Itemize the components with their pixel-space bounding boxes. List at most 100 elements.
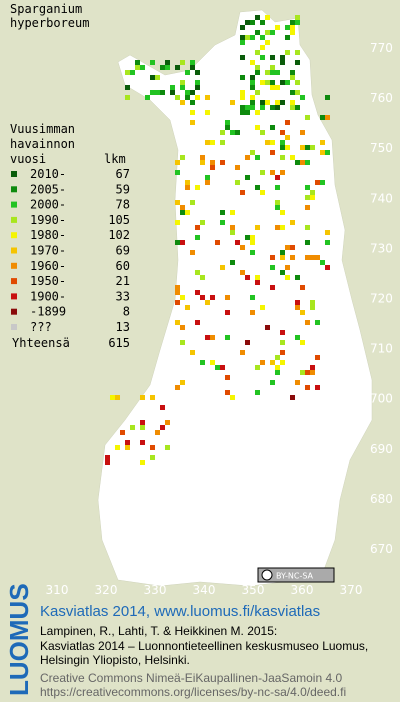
observation-square <box>280 255 285 260</box>
observation-square <box>265 325 270 330</box>
observation-square <box>295 380 300 385</box>
observation-square <box>260 20 265 25</box>
observation-square <box>285 80 290 85</box>
observation-square <box>290 155 295 160</box>
legend-swatch <box>11 293 17 300</box>
observation-square <box>175 290 180 295</box>
observation-square <box>300 160 305 165</box>
observation-square <box>325 230 330 235</box>
observation-square <box>285 35 290 40</box>
observation-square <box>280 350 285 355</box>
badge-box <box>257 567 335 583</box>
y-coordinate: 770 <box>370 41 393 55</box>
observation-square <box>165 445 170 450</box>
y-coordinate: 680 <box>370 492 393 506</box>
observation-square <box>255 70 260 75</box>
observation-square <box>305 320 310 325</box>
observation-square <box>125 445 130 450</box>
observation-square <box>160 65 165 70</box>
observation-square <box>285 245 290 250</box>
legend-col-year: vuosi <box>10 152 46 166</box>
observation-square <box>300 130 305 135</box>
legend-count: 105 <box>108 213 130 227</box>
observation-square <box>265 70 270 75</box>
observation-square <box>260 305 265 310</box>
observation-square <box>185 210 190 215</box>
observation-square <box>225 120 230 125</box>
observation-square <box>250 80 255 85</box>
species-name: Sparganium <box>10 2 82 16</box>
observation-square <box>305 385 310 390</box>
observation-square <box>280 225 285 230</box>
x-coordinate: 320 <box>95 583 118 597</box>
observation-square <box>260 360 265 365</box>
observation-square <box>195 320 200 325</box>
observation-square <box>200 275 205 280</box>
observation-square <box>290 70 295 75</box>
total-label: Yhteensä <box>12 336 70 350</box>
observation-square <box>240 105 245 110</box>
observation-square <box>175 320 180 325</box>
observation-square <box>165 60 170 65</box>
legend-count: 21 <box>116 274 130 288</box>
observation-square <box>240 35 245 40</box>
observation-square <box>260 130 265 135</box>
legend-swatch <box>11 324 17 330</box>
observation-square <box>180 85 185 90</box>
observation-square <box>270 255 275 260</box>
observation-square <box>165 65 170 70</box>
x-coordinate: 330 <box>144 583 167 597</box>
observation-square <box>140 460 145 465</box>
observation-square <box>295 300 300 305</box>
footer-link[interactable]: Kasviatlas 2014, www.luomus.fi/kasviatla… <box>40 603 320 620</box>
legend-swatch <box>11 201 17 208</box>
observation-square <box>280 170 285 175</box>
observation-square <box>240 25 245 30</box>
observation-square <box>180 210 185 215</box>
observation-square <box>240 190 245 195</box>
observation-square <box>115 445 120 450</box>
observation-square <box>200 360 205 365</box>
observation-square <box>225 390 230 395</box>
observation-square <box>205 140 210 145</box>
legend-count: 8 <box>123 305 130 319</box>
observation-square <box>115 395 120 400</box>
observation-square <box>275 205 280 210</box>
observation-square <box>255 225 260 230</box>
finland-outline <box>97 9 373 587</box>
observation-square <box>315 385 320 390</box>
observation-square <box>125 85 130 90</box>
observation-square <box>215 240 220 245</box>
observation-square <box>300 370 305 375</box>
observation-square <box>140 65 145 70</box>
observation-square <box>245 340 250 345</box>
observation-square <box>130 70 135 75</box>
observation-square <box>175 65 180 70</box>
observation-square <box>230 130 235 135</box>
observation-square <box>235 180 240 185</box>
observation-square <box>325 150 330 155</box>
observation-square <box>300 145 305 150</box>
observation-square <box>295 275 300 280</box>
license-text[interactable]: https://creativecommons.org/licenses/by-… <box>40 685 346 699</box>
observation-square <box>250 75 255 80</box>
observation-square <box>260 170 265 175</box>
observation-square <box>230 100 235 105</box>
observation-square <box>245 105 250 110</box>
observation-square <box>280 270 285 275</box>
legend-count: 78 <box>116 198 130 212</box>
observation-square <box>180 205 185 210</box>
license-label: BY-NC-SA <box>276 572 314 581</box>
observation-square <box>205 335 210 340</box>
observation-square <box>230 210 235 215</box>
observation-square <box>290 100 295 105</box>
y-coordinate: 690 <box>370 442 393 456</box>
observation-square <box>105 460 110 465</box>
x-coordinate: 310 <box>46 583 69 597</box>
observation-square <box>280 80 285 85</box>
observation-square <box>190 120 195 125</box>
observation-square <box>295 160 300 165</box>
observation-square <box>190 100 195 105</box>
observation-square <box>255 110 260 115</box>
observation-square <box>270 125 275 130</box>
